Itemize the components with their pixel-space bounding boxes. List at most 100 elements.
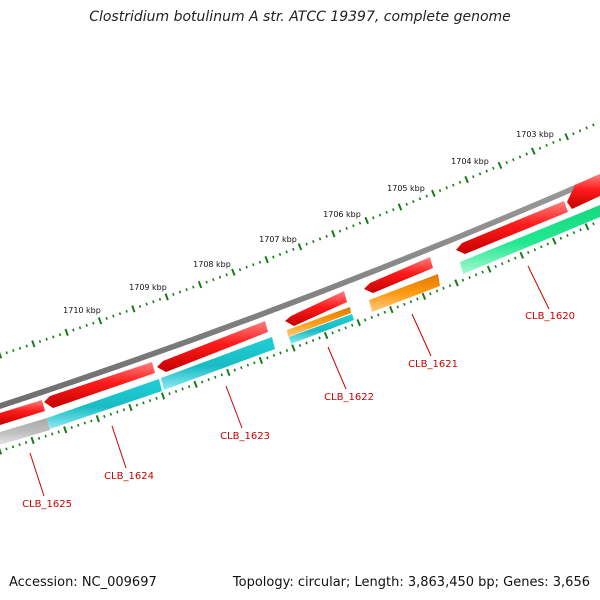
inner-scale-tick xyxy=(500,262,504,266)
outer-scale-tick xyxy=(85,323,88,327)
inner-scale-tick xyxy=(258,356,264,364)
outer-scale-tick xyxy=(525,152,528,156)
gene-label-clb-1621: CLB_1621 xyxy=(408,359,458,370)
cds-feature xyxy=(0,400,45,425)
outer-scale-tick xyxy=(445,186,448,190)
outer-scale-tick xyxy=(578,129,582,133)
inner-scale-tick xyxy=(318,336,321,340)
inner-scale-tick xyxy=(519,251,525,259)
scale-ticks xyxy=(0,123,595,455)
outer-scale-tick xyxy=(318,237,322,241)
inner-scale-tick xyxy=(44,434,47,438)
gene-track xyxy=(0,205,600,445)
outer-scale-tick xyxy=(372,216,375,220)
inner-scale-tick xyxy=(468,275,471,280)
inner-scale-tick xyxy=(272,353,276,357)
inner-scale-tick xyxy=(103,414,106,418)
outer-scale-tick xyxy=(31,340,36,348)
inner-scale-tick xyxy=(207,378,210,382)
inner-scale-tick xyxy=(454,279,459,287)
outer-scale-tick xyxy=(425,194,428,198)
outer-scale-tick xyxy=(78,326,82,330)
inner-scale-tick xyxy=(323,331,329,340)
outer-scale-tick xyxy=(397,203,403,211)
leader-clb-1621 xyxy=(411,313,432,357)
inner-scale-tick xyxy=(559,236,563,240)
gene-label-clb-1622: CLB_1622 xyxy=(324,392,374,403)
outer-scale-tick xyxy=(197,281,203,289)
inner-scale-tick xyxy=(592,222,595,226)
leader-clb-1622 xyxy=(327,346,347,390)
inner-scale-tick xyxy=(377,313,380,317)
outer-scale-tick xyxy=(152,300,155,304)
outer-scale-tick xyxy=(0,351,3,359)
gene-feature-clb-1624 xyxy=(47,379,162,429)
outer-scale-tick xyxy=(431,189,436,197)
scale-label-1704: 1704 kbp xyxy=(451,157,489,166)
inner-scale-tick xyxy=(246,363,250,367)
outer-scale-tick xyxy=(512,158,515,162)
outer-scale-tick xyxy=(572,132,575,136)
outer-scale-tick xyxy=(45,337,48,341)
outer-scale-tick xyxy=(505,161,508,165)
outer-scale-tick xyxy=(105,316,108,320)
inner-scale-tick xyxy=(584,223,590,231)
gene-label-clb-1620: CLB_1620 xyxy=(525,311,575,322)
inner-scale-tick xyxy=(389,306,394,314)
scale-label-1705: 1705 kbp xyxy=(387,184,425,193)
genome-backbone xyxy=(0,174,600,409)
outer-scale-tick xyxy=(297,243,303,251)
outer-scale-tick xyxy=(364,216,369,225)
outer-scale-tick xyxy=(552,140,555,145)
inner-scale-tick xyxy=(95,415,100,423)
inner-scale-tick xyxy=(566,233,569,237)
gene-feature-clb-1623 xyxy=(161,337,275,390)
inner-scale-tick xyxy=(214,375,217,379)
inner-scale-tick xyxy=(370,315,373,319)
outer-scale-tick xyxy=(145,302,148,306)
inner-scale-tick xyxy=(51,432,54,436)
scale-label-1703: 1703 kbp xyxy=(516,130,554,139)
inner-scale-tick xyxy=(461,278,465,282)
inner-scale-tick xyxy=(533,248,537,252)
inner-scale-tick xyxy=(128,403,133,412)
outer-scale-tick xyxy=(118,312,122,316)
cds-feature xyxy=(157,321,268,372)
inner-scale-tick xyxy=(122,408,126,412)
outer-scale-tick xyxy=(245,265,248,269)
outer-scale-tick xyxy=(564,133,570,141)
outer-scale-tick xyxy=(138,305,142,309)
outer-scale-tick xyxy=(331,230,336,238)
scale-label-1706: 1706 kbp xyxy=(323,210,361,219)
inner-scale-tick xyxy=(396,305,400,309)
outer-scale-tick xyxy=(358,221,362,225)
outer-scale-tick xyxy=(172,292,175,296)
inner-scale-tick xyxy=(160,392,166,400)
inner-scale-tick xyxy=(220,373,223,377)
outer-scale-tick xyxy=(131,305,136,313)
inner-scale-tick xyxy=(193,380,198,388)
inner-scale-tick xyxy=(155,396,158,400)
outer-scale-tick xyxy=(345,226,348,230)
inner-scale-tick xyxy=(90,419,93,423)
inner-scale-tick xyxy=(481,270,484,274)
inner-scale-tick xyxy=(356,319,361,327)
inner-scale-tick xyxy=(546,242,550,246)
leader-clb-1620 xyxy=(527,265,550,310)
inner-scale-tick xyxy=(279,351,282,355)
outer-scale-tick xyxy=(252,263,255,267)
outer-scale-tick xyxy=(158,297,162,301)
inner-scale-tick xyxy=(70,426,73,429)
inner-scale-tick xyxy=(57,430,60,434)
leader-clb-1623 xyxy=(225,385,243,429)
inner-scale-tick xyxy=(77,423,80,427)
map-title: Clostridium botulinum A str. ATCC 19397,… xyxy=(89,9,511,25)
cds-feature xyxy=(567,174,600,209)
inner-scale-tick xyxy=(474,273,478,277)
inner-scale-tick xyxy=(187,385,191,389)
outer-scale-tick xyxy=(305,242,308,246)
gene-label-clb-1623: CLB_1623 xyxy=(220,431,270,442)
gene-feature-clb-1622 xyxy=(287,307,351,337)
cds-forward-track xyxy=(0,174,600,425)
